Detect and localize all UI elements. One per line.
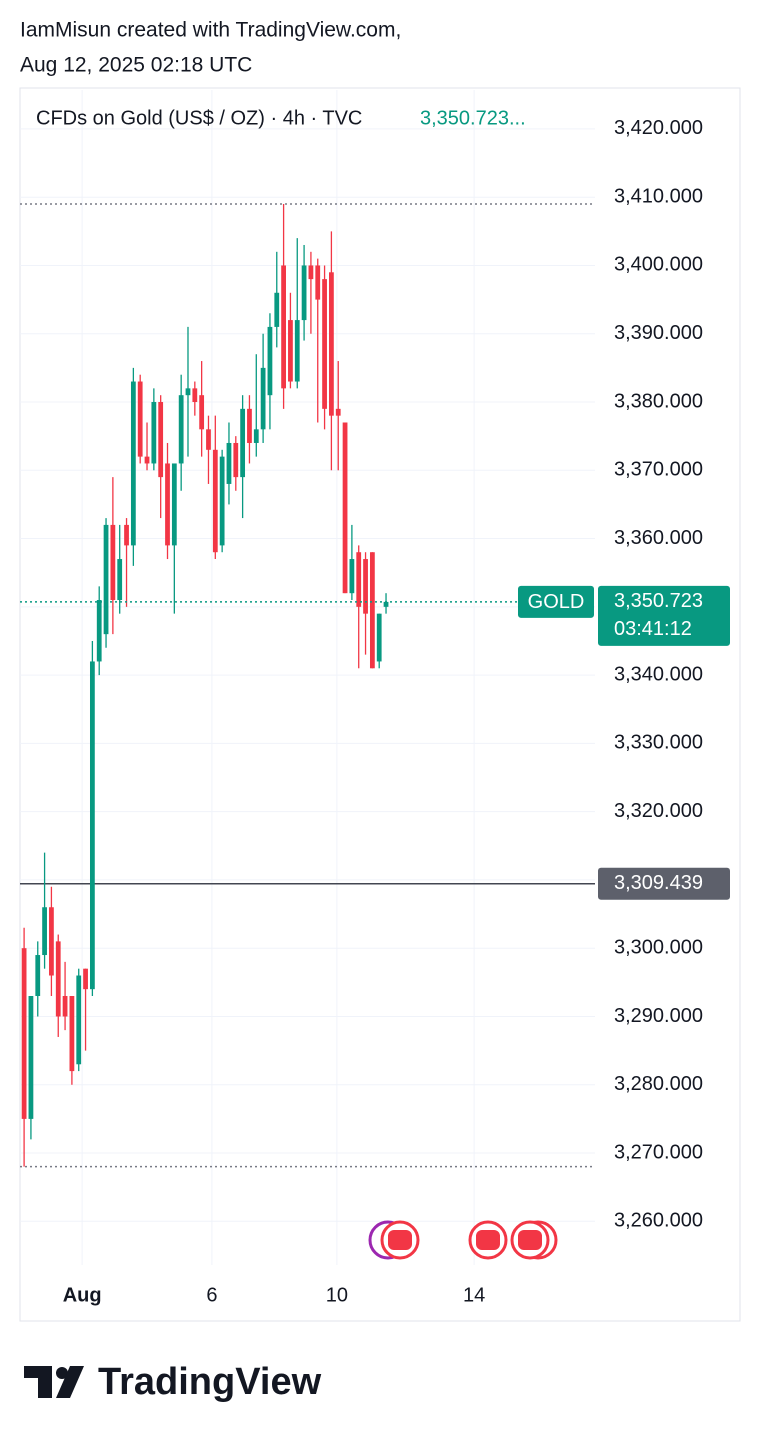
candle-body <box>308 265 314 280</box>
y-tick-label: 3,330.000 <box>614 732 703 754</box>
flag <box>388 1230 412 1250</box>
candle-body <box>83 968 88 990</box>
symbol-label: GOLD <box>528 591 585 613</box>
candle-body <box>89 661 95 990</box>
y-tick-label: 3,300.000 <box>614 936 703 958</box>
y-tick-label: 3,360.000 <box>614 527 703 549</box>
candle-body <box>28 995 34 1119</box>
symbol-tag <box>518 585 594 618</box>
candle-body <box>301 265 307 321</box>
candle-body <box>110 524 116 601</box>
header-line: IamMisun created with TradingView.com, <box>20 19 401 42</box>
y-tick-label: 3,280.000 <box>614 1073 703 1095</box>
y-tick-label: 3,320.000 <box>614 800 703 822</box>
candle-body <box>103 524 109 635</box>
x-tick-label: 14 <box>463 1284 485 1306</box>
candle-body <box>124 524 129 546</box>
candle-body <box>212 449 218 553</box>
candle-body <box>62 995 68 1017</box>
candle-body <box>158 402 164 478</box>
candle-body <box>96 600 102 662</box>
candle-body <box>376 613 382 662</box>
header-line: Aug 12, 2025 02:18 UTC <box>20 54 252 77</box>
candle-body <box>35 955 41 996</box>
candle-body <box>192 388 198 403</box>
y-tick-label: 3,420.000 <box>614 117 703 139</box>
candle-body <box>356 552 362 607</box>
candle-body <box>151 402 157 464</box>
x-tick-label: 6 <box>206 1284 217 1306</box>
candle-body <box>342 422 348 594</box>
logo-mark <box>56 1367 68 1379</box>
candle-body <box>253 429 259 443</box>
candle-body <box>274 292 280 327</box>
y-tick-label: 3,410.000 <box>614 185 703 207</box>
y-tick-label: 3,390.000 <box>614 322 703 344</box>
candle-body <box>178 395 184 464</box>
price-tag <box>598 585 730 646</box>
brand: TradingView <box>98 1361 322 1403</box>
candle-body <box>171 463 177 546</box>
plot: 3,260.000 3,270.000 3,280.000 3,290.000 3,30… <box>20 90 730 1306</box>
chart-frame <box>19 87 741 1322</box>
candle-body <box>288 320 293 382</box>
flag <box>518 1230 542 1250</box>
candle-body <box>206 429 211 450</box>
candle-body <box>233 442 239 478</box>
y-tick-label: 3,400.000 <box>614 254 703 276</box>
logo: TradingView <box>24 1361 322 1403</box>
y-tick-label: 3,270.000 <box>614 1141 703 1163</box>
y-tick-label: 3,380.000 <box>614 390 703 412</box>
candle-body <box>117 559 123 601</box>
price-label: 3,350.723 <box>614 590 703 612</box>
candle-body <box>260 367 266 430</box>
candle-body <box>315 265 321 300</box>
candle-body <box>335 408 341 416</box>
y-tick-label: 3,340.000 <box>614 663 703 685</box>
countdown-label: 03:41:12 <box>614 618 692 640</box>
candle-body <box>185 388 191 396</box>
candle-body <box>294 320 300 382</box>
candle-body <box>137 381 143 457</box>
candle-body <box>281 265 286 389</box>
x-tick-label: Aug <box>63 1284 102 1306</box>
candle-body <box>76 975 82 1065</box>
logo-mark <box>56 1366 84 1398</box>
candle-body <box>199 395 205 430</box>
y-tick-label: 3,290.000 <box>614 1005 703 1027</box>
candle-body <box>219 456 225 546</box>
flag <box>476 1230 500 1250</box>
y-tick-label: 3,260.000 <box>614 1210 703 1232</box>
candle-body <box>165 463 170 546</box>
candle-body <box>369 552 375 669</box>
candle-body <box>144 456 150 464</box>
candle-body <box>226 442 232 484</box>
candle-body <box>240 408 246 478</box>
chart-title: CFDs on Gold (US$ / OZ) · 4h · TVC <box>36 107 362 129</box>
candle-body <box>130 381 136 546</box>
candle-body <box>49 907 54 976</box>
logo-mark <box>24 1366 52 1398</box>
legend-value: 3,350.723... <box>420 107 526 129</box>
candle-body <box>21 948 27 1119</box>
candle-body <box>55 941 61 1017</box>
y-tick-label: 3,370.000 <box>614 459 703 481</box>
candle-body <box>267 326 273 396</box>
candle-body <box>383 601 389 607</box>
event-icons <box>368 1220 558 1260</box>
reference-label: 3,309.439 <box>614 872 703 894</box>
candle-body <box>42 907 47 956</box>
candle-body <box>322 279 327 409</box>
x-tick-label: 10 <box>326 1284 348 1306</box>
candle-body <box>363 559 368 614</box>
reference-tag <box>598 867 730 900</box>
candle-body <box>69 995 75 1072</box>
candle-body <box>247 408 252 443</box>
candle-body <box>329 272 334 416</box>
candle-body <box>349 559 355 594</box>
